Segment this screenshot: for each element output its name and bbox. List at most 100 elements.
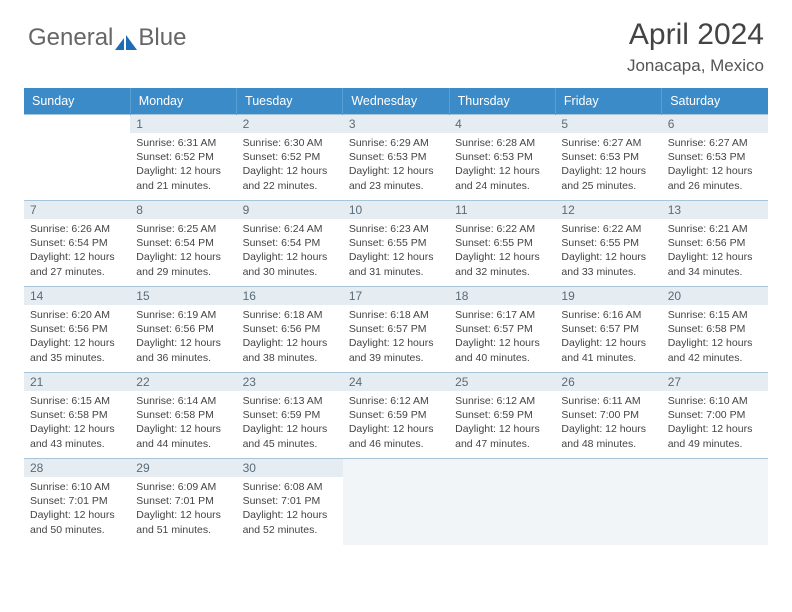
sunset-text: Sunset: 6:56 PM [136, 322, 230, 336]
sunset-text: Sunset: 7:00 PM [668, 408, 762, 422]
sunset-text: Sunset: 6:56 PM [668, 236, 762, 250]
sunrise-text: Sunrise: 6:19 AM [136, 308, 230, 322]
sunset-text: Sunset: 6:53 PM [561, 150, 655, 164]
daylight-text: Daylight: 12 hours and 40 minutes. [455, 336, 549, 364]
day-number: 16 [237, 287, 343, 305]
day-number: 6 [662, 115, 768, 133]
calendar-day-cell: 6Sunrise: 6:27 AMSunset: 6:53 PMDaylight… [662, 115, 768, 201]
calendar-day-cell: .. [343, 459, 449, 545]
sunset-text: Sunset: 7:01 PM [243, 494, 337, 508]
day-detail: Sunrise: 6:26 AMSunset: 6:54 PMDaylight:… [24, 219, 130, 285]
calendar-day-cell: 7Sunrise: 6:26 AMSunset: 6:54 PMDaylight… [24, 201, 130, 287]
sunrise-text: Sunrise: 6:28 AM [455, 136, 549, 150]
day-detail: Sunrise: 6:16 AMSunset: 6:57 PMDaylight:… [555, 305, 661, 371]
calendar-day-cell: 20Sunrise: 6:15 AMSunset: 6:58 PMDayligh… [662, 287, 768, 373]
title-block: April 2024 Jonacapa, Mexico [627, 18, 764, 76]
sunset-text: Sunset: 6:54 PM [30, 236, 124, 250]
brand-logo: General Blue [28, 24, 186, 52]
calendar-day-cell: 2Sunrise: 6:30 AMSunset: 6:52 PMDaylight… [237, 115, 343, 201]
calendar-day-cell: 24Sunrise: 6:12 AMSunset: 6:59 PMDayligh… [343, 373, 449, 459]
day-detail: Sunrise: 6:18 AMSunset: 6:56 PMDaylight:… [237, 305, 343, 371]
day-number: 23 [237, 373, 343, 391]
sunrise-text: Sunrise: 6:25 AM [136, 222, 230, 236]
sunrise-text: Sunrise: 6:13 AM [243, 394, 337, 408]
sunset-text: Sunset: 6:57 PM [349, 322, 443, 336]
day-detail: Sunrise: 6:22 AMSunset: 6:55 PMDaylight:… [449, 219, 555, 285]
day-number: 19 [555, 287, 661, 305]
day-detail: Sunrise: 6:12 AMSunset: 6:59 PMDaylight:… [449, 391, 555, 457]
sunset-text: Sunset: 6:53 PM [455, 150, 549, 164]
calendar-day-cell: 26Sunrise: 6:11 AMSunset: 7:00 PMDayligh… [555, 373, 661, 459]
sunset-text: Sunset: 6:58 PM [668, 322, 762, 336]
daylight-text: Daylight: 12 hours and 47 minutes. [455, 422, 549, 450]
sunrise-text: Sunrise: 6:18 AM [243, 308, 337, 322]
day-number: 24 [343, 373, 449, 391]
sunrise-text: Sunrise: 6:14 AM [136, 394, 230, 408]
sunrise-text: Sunrise: 6:27 AM [561, 136, 655, 150]
daylight-text: Daylight: 12 hours and 38 minutes. [243, 336, 337, 364]
day-detail: Sunrise: 6:17 AMSunset: 6:57 PMDaylight:… [449, 305, 555, 371]
sunrise-text: Sunrise: 6:15 AM [30, 394, 124, 408]
sunrise-text: Sunrise: 6:24 AM [243, 222, 337, 236]
day-number: 10 [343, 201, 449, 219]
calendar-day-cell: 27Sunrise: 6:10 AMSunset: 7:00 PMDayligh… [662, 373, 768, 459]
calendar-day-cell: 28Sunrise: 6:10 AMSunset: 7:01 PMDayligh… [24, 459, 130, 545]
calendar-day-cell: 21Sunrise: 6:15 AMSunset: 6:58 PMDayligh… [24, 373, 130, 459]
daylight-text: Daylight: 12 hours and 39 minutes. [349, 336, 443, 364]
day-number: 5 [555, 115, 661, 133]
day-number: 21 [24, 373, 130, 391]
sunrise-text: Sunrise: 6:22 AM [561, 222, 655, 236]
calendar-day-cell: 22Sunrise: 6:14 AMSunset: 6:58 PMDayligh… [130, 373, 236, 459]
sunset-text: Sunset: 6:56 PM [30, 322, 124, 336]
calendar-day-cell: .. [24, 115, 130, 201]
sunset-text: Sunset: 6:54 PM [136, 236, 230, 250]
day-number: 27 [662, 373, 768, 391]
sunset-text: Sunset: 6:55 PM [561, 236, 655, 250]
day-number: 29 [130, 459, 236, 477]
sunrise-text: Sunrise: 6:17 AM [455, 308, 549, 322]
day-detail: Sunrise: 6:29 AMSunset: 6:53 PMDaylight:… [343, 133, 449, 199]
daylight-text: Daylight: 12 hours and 52 minutes. [243, 508, 337, 536]
daylight-text: Daylight: 12 hours and 44 minutes. [136, 422, 230, 450]
sunset-text: Sunset: 6:55 PM [455, 236, 549, 250]
month-title: April 2024 [627, 18, 764, 52]
day-number: 8 [130, 201, 236, 219]
daylight-text: Daylight: 12 hours and 43 minutes. [30, 422, 124, 450]
day-detail: Sunrise: 6:30 AMSunset: 6:52 PMDaylight:… [237, 133, 343, 199]
sunset-text: Sunset: 6:53 PM [349, 150, 443, 164]
day-number: 25 [449, 373, 555, 391]
calendar-day-cell: .. [662, 459, 768, 545]
day-detail: Sunrise: 6:14 AMSunset: 6:58 PMDaylight:… [130, 391, 236, 457]
sunrise-text: Sunrise: 6:12 AM [349, 394, 443, 408]
weekday-header: Sunday [24, 88, 130, 115]
sunrise-text: Sunrise: 6:16 AM [561, 308, 655, 322]
day-number: 28 [24, 459, 130, 477]
daylight-text: Daylight: 12 hours and 29 minutes. [136, 250, 230, 278]
weekday-header: Monday [130, 88, 236, 115]
daylight-text: Daylight: 12 hours and 46 minutes. [349, 422, 443, 450]
sunset-text: Sunset: 6:53 PM [668, 150, 762, 164]
daylight-text: Daylight: 12 hours and 26 minutes. [668, 164, 762, 192]
sunset-text: Sunset: 7:00 PM [561, 408, 655, 422]
daylight-text: Daylight: 12 hours and 34 minutes. [668, 250, 762, 278]
sunset-text: Sunset: 6:55 PM [349, 236, 443, 250]
calendar-day-cell: 4Sunrise: 6:28 AMSunset: 6:53 PMDaylight… [449, 115, 555, 201]
calendar-day-cell: 10Sunrise: 6:23 AMSunset: 6:55 PMDayligh… [343, 201, 449, 287]
day-detail: Sunrise: 6:20 AMSunset: 6:56 PMDaylight:… [24, 305, 130, 371]
day-detail: Sunrise: 6:13 AMSunset: 6:59 PMDaylight:… [237, 391, 343, 457]
daylight-text: Daylight: 12 hours and 45 minutes. [243, 422, 337, 450]
calendar-day-cell: 18Sunrise: 6:17 AMSunset: 6:57 PMDayligh… [449, 287, 555, 373]
calendar-day-cell: 30Sunrise: 6:08 AMSunset: 7:01 PMDayligh… [237, 459, 343, 545]
sunrise-text: Sunrise: 6:15 AM [668, 308, 762, 322]
day-number: 11 [449, 201, 555, 219]
weekday-header: Tuesday [237, 88, 343, 115]
calendar-day-cell: 13Sunrise: 6:21 AMSunset: 6:56 PMDayligh… [662, 201, 768, 287]
calendar-table: Sunday Monday Tuesday Wednesday Thursday… [24, 88, 768, 545]
day-detail: Sunrise: 6:22 AMSunset: 6:55 PMDaylight:… [555, 219, 661, 285]
sunrise-text: Sunrise: 6:23 AM [349, 222, 443, 236]
day-number: 30 [237, 459, 343, 477]
daylight-text: Daylight: 12 hours and 27 minutes. [30, 250, 124, 278]
daylight-text: Daylight: 12 hours and 32 minutes. [455, 250, 549, 278]
location-subtitle: Jonacapa, Mexico [627, 56, 764, 76]
daylight-text: Daylight: 12 hours and 35 minutes. [30, 336, 124, 364]
